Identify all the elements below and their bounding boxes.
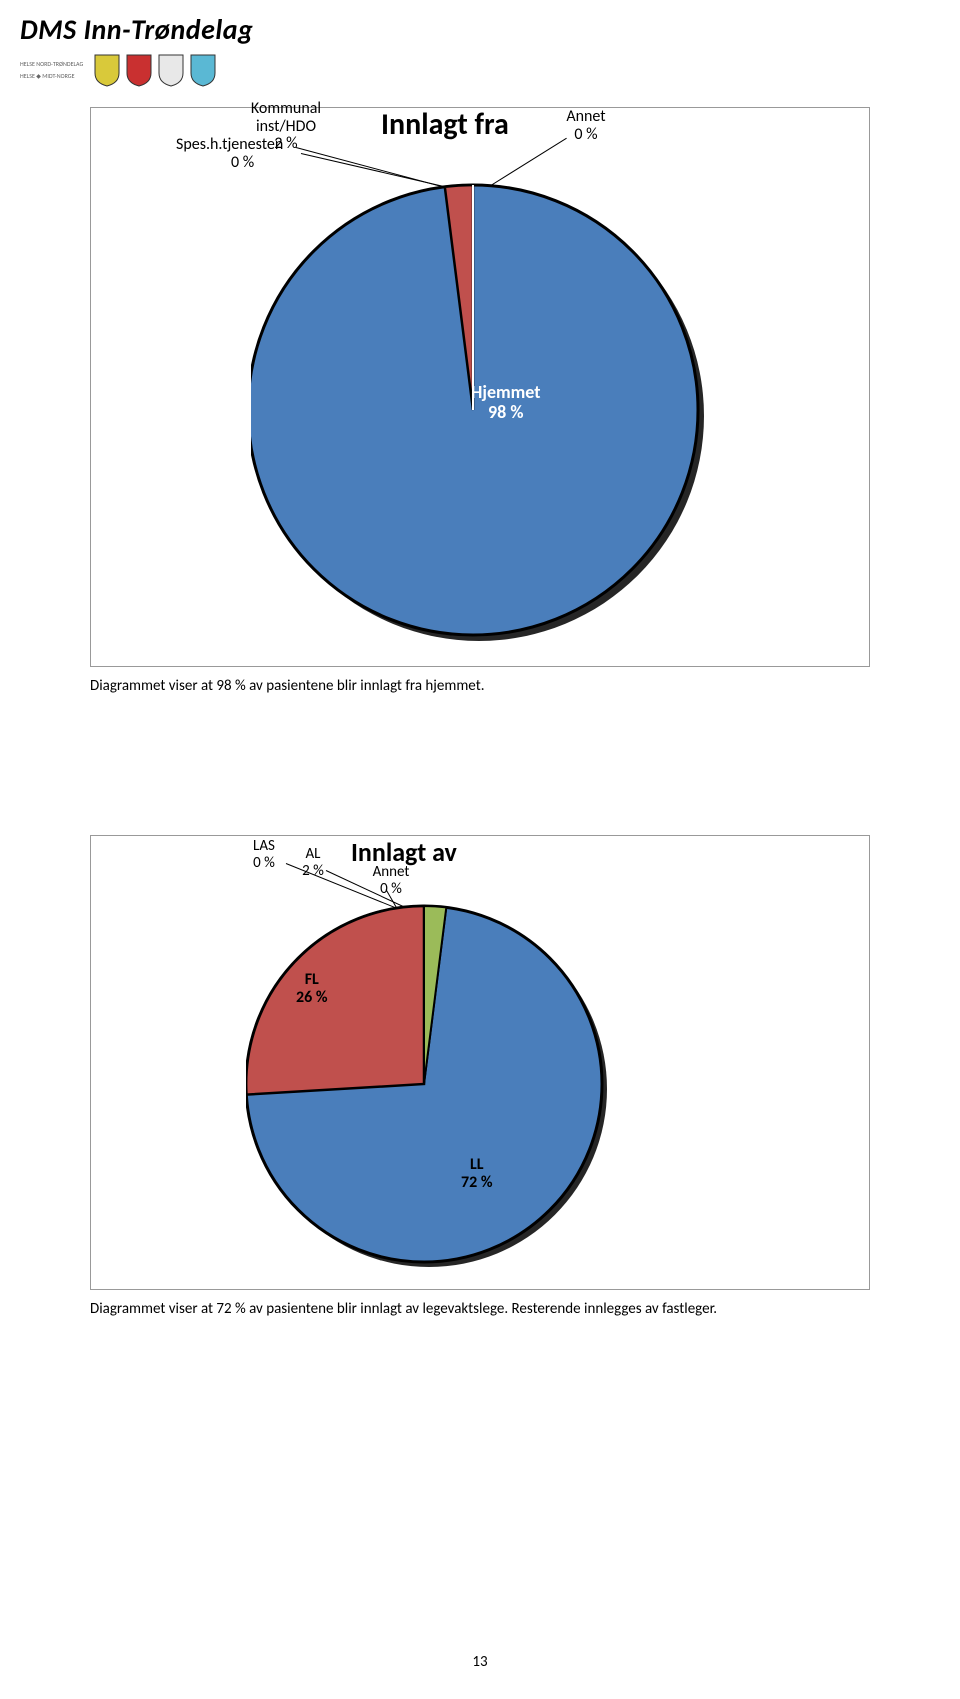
header-logos: HELSE NORD-TRØNDELAG HELSE ◆ MIDT-NORGE [20, 53, 940, 87]
chart1-label-hjemmet: Hjemmet 98 % [471, 383, 540, 423]
chart1-title: Innlagt fra [381, 106, 509, 143]
chart1-frame: Innlagt fra Kommunal inst/HDO 2 % Spes.h… [90, 107, 870, 667]
header-sub2: HELSE ◆ MIDT-NORGE [20, 72, 83, 80]
header-title: DMS Inn-Trøndelag [20, 12, 940, 47]
page-header: DMS Inn-Trøndelag HELSE NORD-TRØNDELAG H… [0, 0, 960, 87]
header-sub1: HELSE NORD-TRØNDELAG [20, 60, 83, 68]
shield-icon-3 [157, 53, 185, 87]
chart2-pie [246, 886, 626, 1291]
chart2-label-fl: FL 26 % [296, 971, 328, 1006]
chart2-label-ll: LL 72 % [461, 1156, 493, 1191]
chart2-frame: Innlagt av LAS 0 % AL 2 % Annet 0 % FL [90, 835, 870, 1290]
page-number: 13 [0, 1653, 960, 1671]
shield-icon-2 [125, 53, 153, 87]
shield-icon-1 [93, 53, 121, 87]
caption2: Diagrammet viser at 72 % av pasientene b… [90, 1300, 870, 1318]
chart2-label-las: LAS 0 % [239, 838, 289, 871]
chart1-label-annet: Annet 0 % [551, 108, 621, 143]
shield-icon-4 [189, 53, 217, 87]
caption1: Diagrammet viser at 98 % av pasientene b… [90, 677, 870, 695]
